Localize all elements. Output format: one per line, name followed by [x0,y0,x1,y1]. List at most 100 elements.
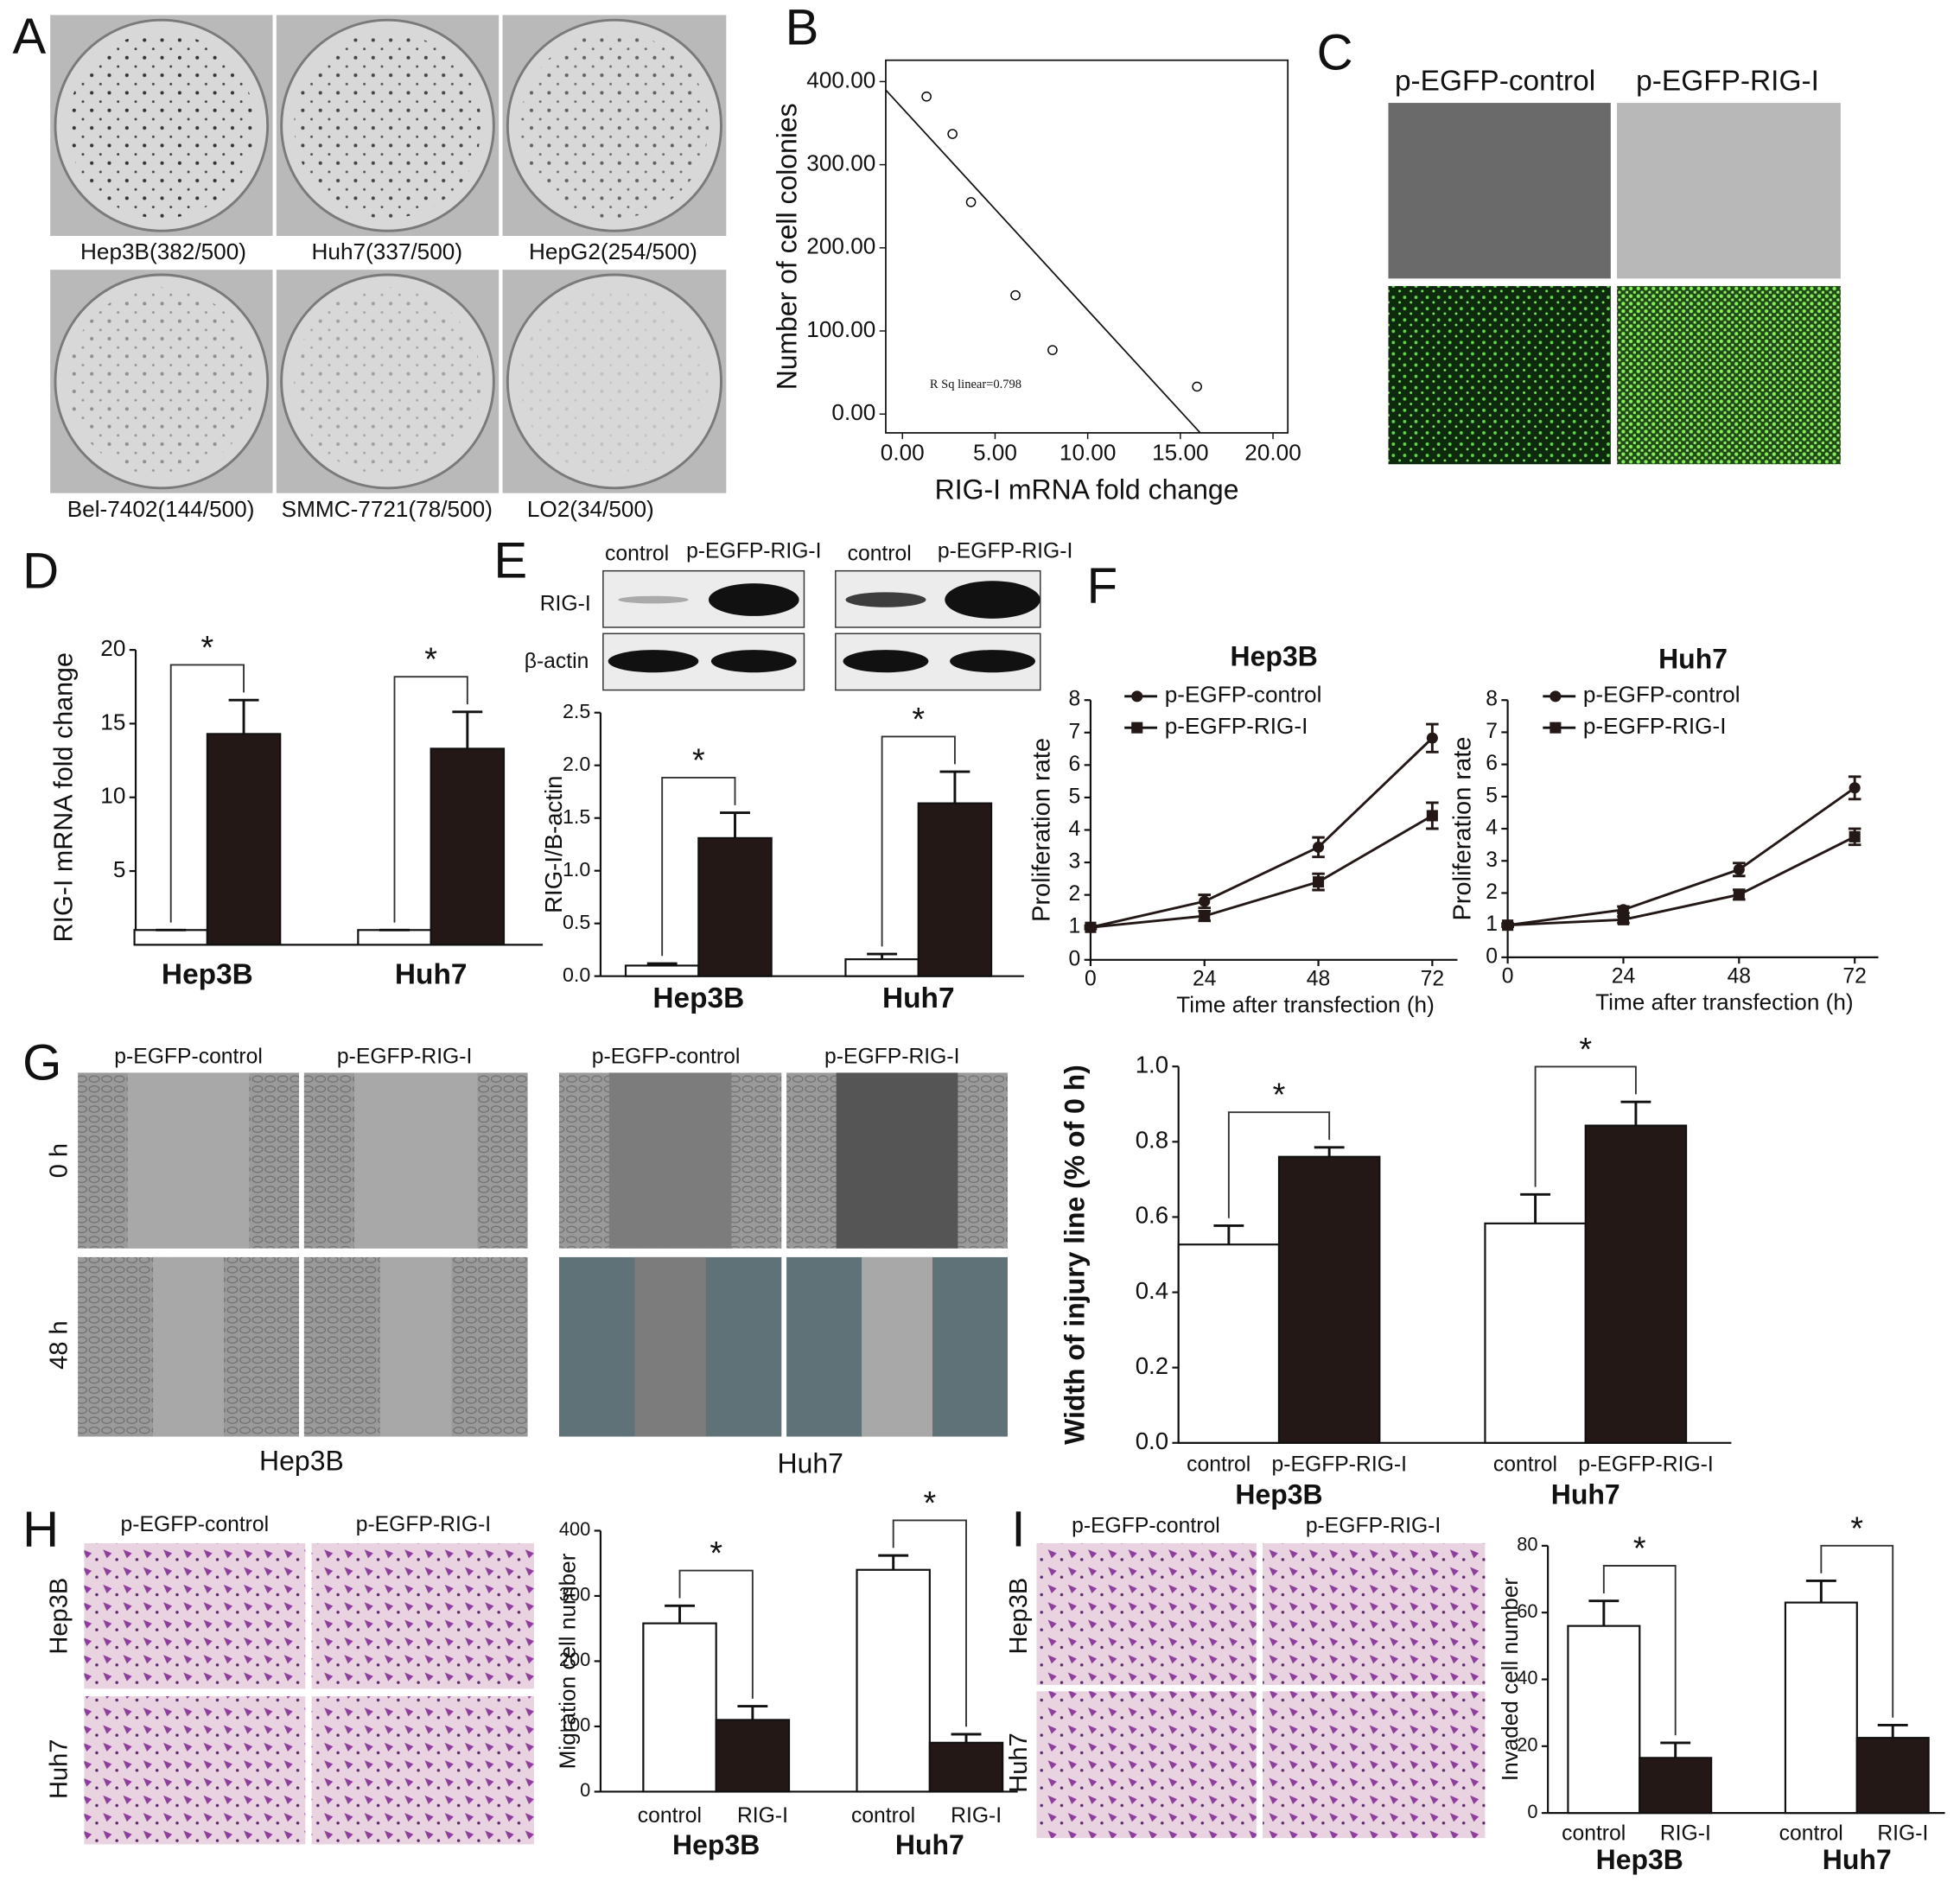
wound-gap [354,1072,478,1249]
significance-mark: * [1633,1531,1646,1567]
blot-band [608,650,699,673]
blot-band [945,581,1040,619]
x-tick-label: Hep3B [162,958,253,990]
error-bar [867,952,898,960]
point [1010,289,1021,301]
bar [624,964,700,977]
bar [856,1568,931,1793]
y-tick-label: 8 [1486,688,1498,711]
y-tick-label: 0.5 [563,911,590,933]
y-tick-label: 400.00 [806,67,875,92]
y-tick-label: 0 [1069,947,1081,970]
bar [844,958,920,977]
bar [917,802,993,977]
blot-row-label: RIG-I [540,592,591,615]
point [1502,919,1514,931]
significance-bracket [678,1569,754,1699]
point [965,197,977,207]
error-bar [452,710,483,749]
y-tick-label: 3 [1486,849,1498,872]
row-label: 0 h [45,1143,73,1178]
column-header: p-EGFP-control [114,1046,263,1069]
y-tick-label: 15 [100,709,125,734]
x-tick-label: Huh7 [895,1829,964,1860]
y-tick-label: 1.0 [1136,1052,1168,1078]
point [1617,904,1630,916]
y-tick-label: 5 [1069,785,1081,808]
column-header: p-EGFP-RIG-I [356,1513,491,1536]
point [1849,782,1861,794]
error-bar [228,698,259,734]
y-tick-label: 6 [1486,752,1498,775]
y-axis-label: Proliferation rate [1028,738,1055,922]
y-tick-label: 20 [1517,1734,1537,1756]
y-tick-label: 20 [100,635,125,661]
bar-label: p-EGFP-RIG-I [1272,1453,1407,1476]
point [1313,841,1325,853]
bar-label: control [1187,1453,1250,1476]
point [1733,863,1745,875]
cell-line-label: Hep3B [259,1445,344,1476]
error-bar [1660,1741,1691,1758]
bar [1584,1124,1688,1444]
photo [1036,1542,1257,1686]
x-axis-label: Time after transfection (h) [1176,991,1434,1017]
colonies [519,287,709,476]
photo [1388,103,1611,279]
bar-label: control [638,1804,702,1828]
significance-bracket [169,664,245,923]
y-tick-label: 0.6 [1136,1202,1168,1229]
y-tick-label: 0.0 [563,963,590,986]
bar-label: control [1562,1822,1626,1845]
legend-label: p-EGFP-control [1583,682,1740,708]
y-tick-label: 2.0 [563,753,590,775]
x-tick-label: 15.00 [1152,440,1208,466]
wound-gap [862,1256,932,1437]
column-header: p-EGFP-control [592,1046,741,1069]
y-tick-label: 1.5 [563,805,590,828]
x-tick-label: 72 [1842,965,1866,989]
row-label: Hep3B [45,1578,73,1655]
y-tick-label: 5 [113,856,126,882]
significance-bracket [1227,1111,1331,1218]
bar [1177,1243,1281,1444]
x-axis-label: RIG-I mRNA fold change [935,474,1239,505]
x-tick-label: Hep3B [1596,1844,1683,1875]
x-tick-label: 24 [1612,965,1635,989]
point [1426,810,1438,822]
bar [1855,1737,1930,1815]
bar [1784,1601,1858,1815]
x-tick-label: Huh7 [1823,1844,1892,1875]
y-axis-label: RIG-I/B-actin [540,776,567,913]
plate-caption: Bel-7402(144/500) [67,496,255,522]
y-tick-label: 0.8 [1136,1127,1168,1154]
bar [430,747,506,946]
x-axis-label: Time after transfection (h) [1595,989,1853,1015]
panel-letter: A [13,9,47,65]
panel-letter: D [22,543,59,599]
error-bar [1213,1224,1244,1245]
y-tick-label: 7 [1069,720,1081,743]
lane-label: p-EGFP-RIG-I [686,539,821,563]
plate-caption: SMMC-7721(78/500) [282,496,493,522]
point [1192,381,1202,392]
y-tick-label: 3 [1069,850,1081,874]
blot-band [843,650,929,673]
photo [1617,286,1841,465]
x-tick-label: 5.00 [973,440,1017,466]
y-tick-label: 100.00 [806,316,875,342]
y-axis-label: RIG-I mRNA fold change [49,652,79,942]
row-label: Hep3B [1005,1578,1033,1655]
significance-bracket [1820,1544,1894,1718]
error-bar [878,1554,909,1570]
significance-mark: * [923,1485,936,1522]
column-header: p-EGFP-RIG-I [1636,66,1819,98]
y-tick-label: 2.5 [563,700,590,722]
blot-band [845,592,926,607]
lane-label: control [848,542,912,565]
point [1426,732,1438,744]
series-line [1090,814,1434,929]
bar [1567,1624,1641,1815]
